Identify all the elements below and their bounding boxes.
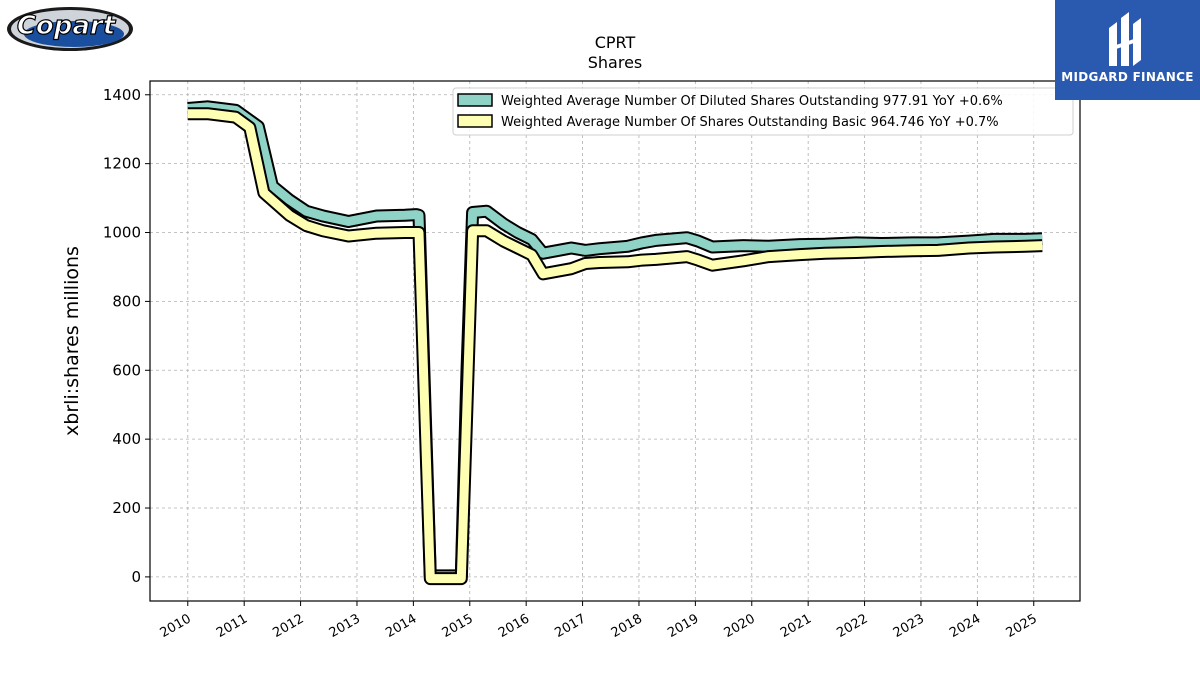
series-diluted-line [187, 102, 1043, 581]
series-diluted-outline [187, 100, 1043, 583]
y-tick-label: 1200 [103, 155, 141, 173]
x-tick-label: 2023 [891, 611, 927, 641]
y-tick-label: 600 [112, 361, 141, 379]
y-tick-label: 0 [131, 568, 141, 586]
x-tick-label: 2020 [722, 611, 758, 641]
x-tick-label: 2016 [496, 611, 532, 641]
series-layer [187, 100, 1043, 586]
legend: Weighted Average Number Of Diluted Share… [452, 87, 1074, 136]
copart-logo: Copart [7, 7, 133, 51]
plot-frame [149, 80, 1081, 602]
x-tick-label: 2022 [834, 611, 870, 641]
midgard-finance-logo-icon [1109, 12, 1141, 66]
midgard-finance-badge: MIDGARD FINANCE [1055, 0, 1200, 100]
x-tick-label: 2012 [270, 611, 306, 641]
x-tick-label: 2011 [214, 611, 250, 641]
series-basic-outline [187, 107, 1043, 586]
grid [150, 81, 1080, 601]
series-basic-line [187, 109, 1043, 584]
legend-label-basic: Weighted Average Number Of Shares Outsta… [501, 115, 999, 130]
legend-label-diluted: Weighted Average Number Of Diluted Share… [501, 94, 1003, 109]
y-tick-label: 800 [112, 292, 141, 310]
chart-subtitle: Shares [588, 53, 643, 72]
x-tick-label: 2017 [552, 611, 588, 641]
x-tick-label: 2010 [158, 611, 194, 641]
y-tick-label: 200 [112, 499, 141, 517]
y-tick-label: 1000 [103, 224, 141, 242]
ticks: 0 200 400 600 800 1000 1200 1400 2010 2011 2012 201… [103, 86, 1040, 641]
x-tick-label: 2021 [778, 611, 814, 641]
legend-swatch-diluted [457, 93, 493, 107]
x-tick-label: 2018 [609, 611, 645, 641]
x-tick-label: 2014 [383, 611, 419, 641]
chart-title: CPRT [595, 33, 636, 52]
midgard-finance-name: MIDGARD FINANCE [1061, 70, 1194, 84]
legend-swatch-basic [457, 114, 493, 128]
x-tick-label: 2013 [327, 611, 363, 641]
copart-logo-text: Copart [17, 11, 117, 41]
y-axis-label: xbrli:shares millions [61, 246, 83, 436]
legend-frame [452, 87, 1074, 136]
x-tick-label: 2019 [665, 611, 701, 641]
x-tick-label: 2015 [440, 611, 476, 641]
y-tick-label: 1400 [103, 86, 141, 104]
y-tick-label: 400 [112, 430, 141, 448]
x-tick-label: 2024 [947, 611, 983, 641]
x-tick-label: 2025 [1004, 611, 1040, 641]
